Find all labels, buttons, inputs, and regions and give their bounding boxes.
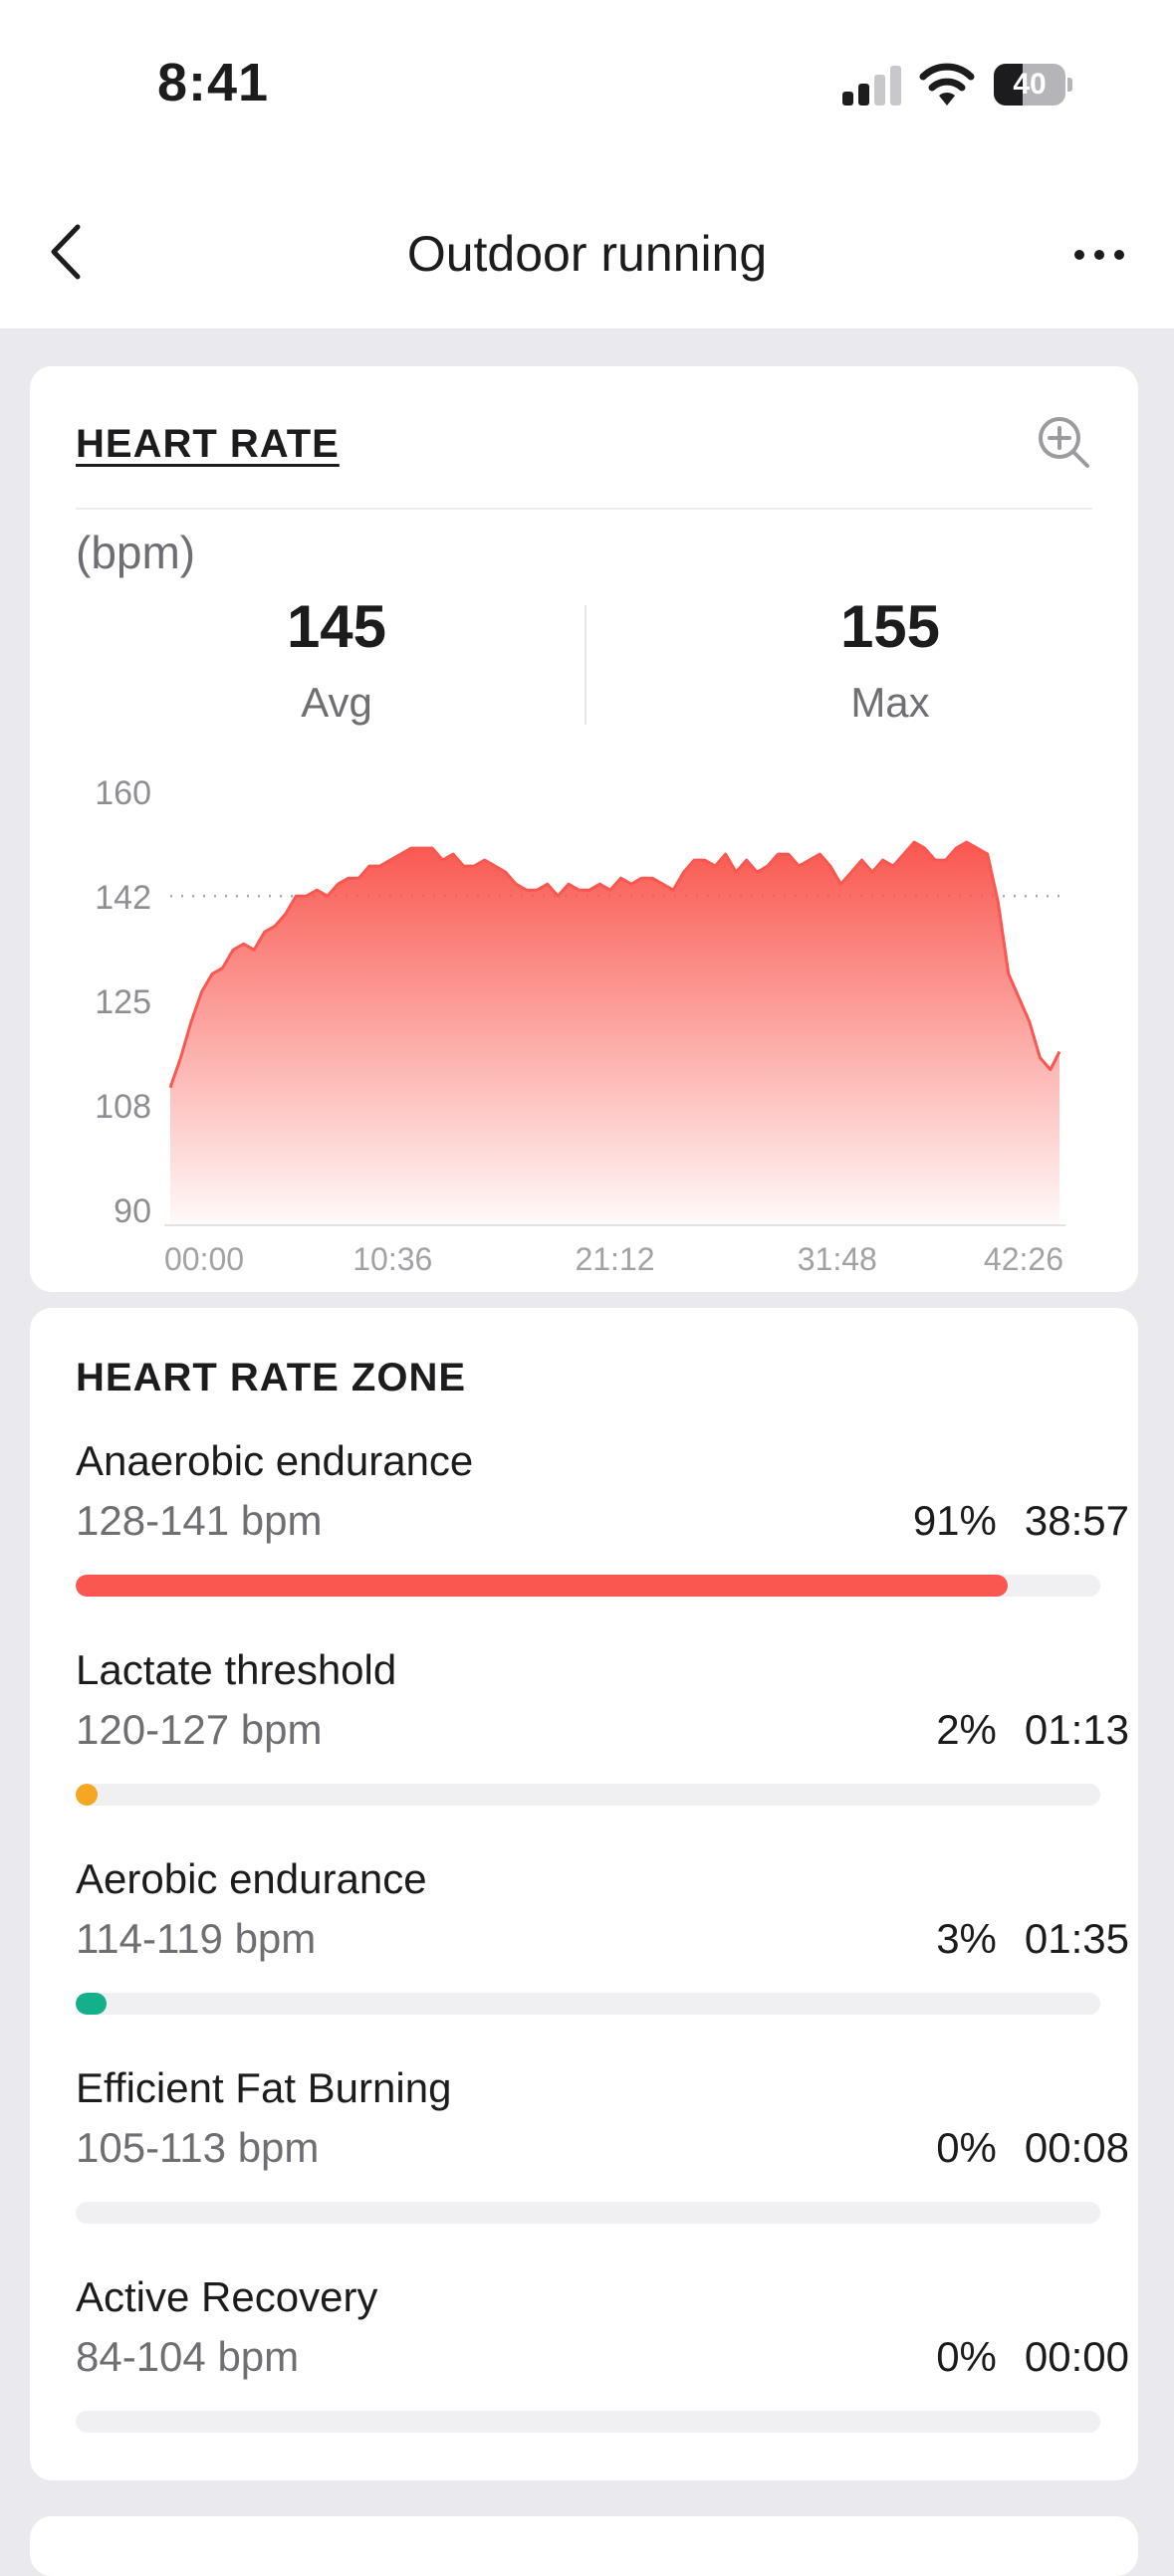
avg-label: Avg [301, 679, 372, 726]
x-tick-label: 21:12 [575, 1241, 654, 1277]
zone-progress-fill [76, 1575, 1009, 1597]
zone-range: 128-141 bpm [76, 1497, 323, 1544]
zone-progress-track [76, 1575, 1100, 1597]
max-label: Max [850, 679, 930, 726]
zone-name: Active Recovery [76, 2273, 378, 2320]
zone-range: 120-127 bpm [76, 1706, 323, 1753]
zone-time: 01:35 [1024, 1915, 1129, 1962]
x-tick-label: 10:36 [352, 1241, 432, 1277]
zone-percent: 3% [936, 1915, 997, 1962]
avg-value: 145 [286, 593, 387, 660]
y-tick-label: 125 [95, 983, 151, 1021]
zone-stats: 0% 00:08 [936, 2124, 1129, 2172]
zone-percent: 0% [936, 2333, 997, 2380]
max-heart-rate: 155 Max [641, 597, 1139, 727]
y-tick-label: 160 [95, 774, 151, 812]
battery-icon: 40 [994, 64, 1073, 107]
cellular-signal-icon [842, 66, 901, 106]
heart-rate-title[interactable]: HEART RATE [76, 422, 340, 466]
zone-name: Anaerobic endurance [76, 1437, 474, 1484]
max-value: 155 [839, 593, 941, 660]
heart-rate-area [170, 842, 1059, 1225]
zone-stats: 2% 01:13 [936, 1706, 1129, 1754]
unit-label: (bpm) [76, 527, 196, 578]
zone-row[interactable]: Aerobic endurance 114-119 bpm 3% 01:35 [76, 1855, 1129, 2040]
x-tick-label: 42:26 [984, 1241, 1063, 1277]
zone-progress-fill [76, 1784, 98, 1806]
heart-rate-line [168, 840, 1061, 1089]
zone-time: 00:08 [1024, 2124, 1129, 2171]
next-card [30, 2516, 1138, 2576]
zone-name: Lactate threshold [76, 1646, 397, 1693]
zone-range: 114-119 bpm [76, 1915, 317, 1962]
x-tick-label: 00:00 [164, 1241, 244, 1277]
previous-card-edge [30, 321, 1129, 328]
heart-rate-card: HEART RATE (bpm) 145 Avg 155 Max 160 142 1… [30, 366, 1138, 1292]
battery-percent: 40 [1013, 68, 1047, 101]
heart-rate-chart[interactable]: 160 142 125 108 90 00:00 10:36 21:12 31:48 42:26 [30, 366, 1138, 1292]
x-tick-label: 31:48 [798, 1241, 877, 1277]
y-tick-label: 108 [95, 1088, 151, 1126]
zoom-in-icon[interactable] [1036, 414, 1091, 470]
zone-progress-track [76, 1784, 1100, 1806]
zone-progress-track [76, 2411, 1100, 2433]
stat-separator [585, 605, 587, 725]
avg-heart-rate: 145 Avg [88, 597, 586, 727]
page-title: Outdoor running [406, 226, 768, 282]
zone-progress-track [76, 2202, 1100, 2224]
heart-rate-divider [76, 508, 1092, 510]
y-tick-label: 90 [114, 1192, 151, 1230]
status-bar: 8:41 40 [0, 0, 1174, 179]
zone-stats: 3% 01:35 [936, 1915, 1129, 1963]
zone-percent: 2% [936, 1706, 997, 1753]
zone-progress-track [76, 1993, 1100, 2015]
zone-stats: 91% 38:57 [913, 1497, 1129, 1545]
more-options-icon[interactable] [1069, 235, 1129, 275]
back-chevron-icon[interactable] [40, 217, 96, 287]
status-time: 8:41 [157, 53, 270, 112]
zone-row[interactable]: Lactate threshold 120-127 bpm 2% 01:13 [76, 1646, 1129, 1831]
zone-name: Efficient Fat Burning [76, 2064, 452, 2111]
wifi-icon [919, 63, 975, 106]
zone-row[interactable]: Anaerobic endurance 128-141 bpm 91% 38:57 [76, 1437, 1129, 1622]
zone-name: Aerobic endurance [76, 1855, 427, 1902]
zone-range: 105-113 bpm [76, 2124, 320, 2171]
zone-time: 38:57 [1024, 1497, 1129, 1544]
zone-stats: 0% 00:00 [936, 2333, 1129, 2381]
heart-rate-zone-card: HEART RATE ZONE Anaerobic endurance 128-1… [30, 1308, 1138, 2480]
zone-percent: 91% [912, 1497, 997, 1544]
zone-range: 84-104 bpm [76, 2333, 300, 2380]
zone-row[interactable]: Active Recovery 84-104 bpm 0% 00:00 [76, 2273, 1129, 2459]
heart-rate-zone-title: HEART RATE ZONE [76, 1356, 467, 1399]
y-tick-label: 142 [95, 879, 151, 917]
zone-row[interactable]: Efficient Fat Burning 105-113 bpm 0% 00:08 [76, 2064, 1129, 2250]
zone-time: 00:00 [1024, 2333, 1129, 2380]
nav-bar: Outdoor running [0, 179, 1174, 328]
zone-progress-fill [76, 1993, 107, 2015]
zone-percent: 0% [936, 2124, 997, 2171]
zone-time: 01:13 [1024, 1706, 1129, 1753]
